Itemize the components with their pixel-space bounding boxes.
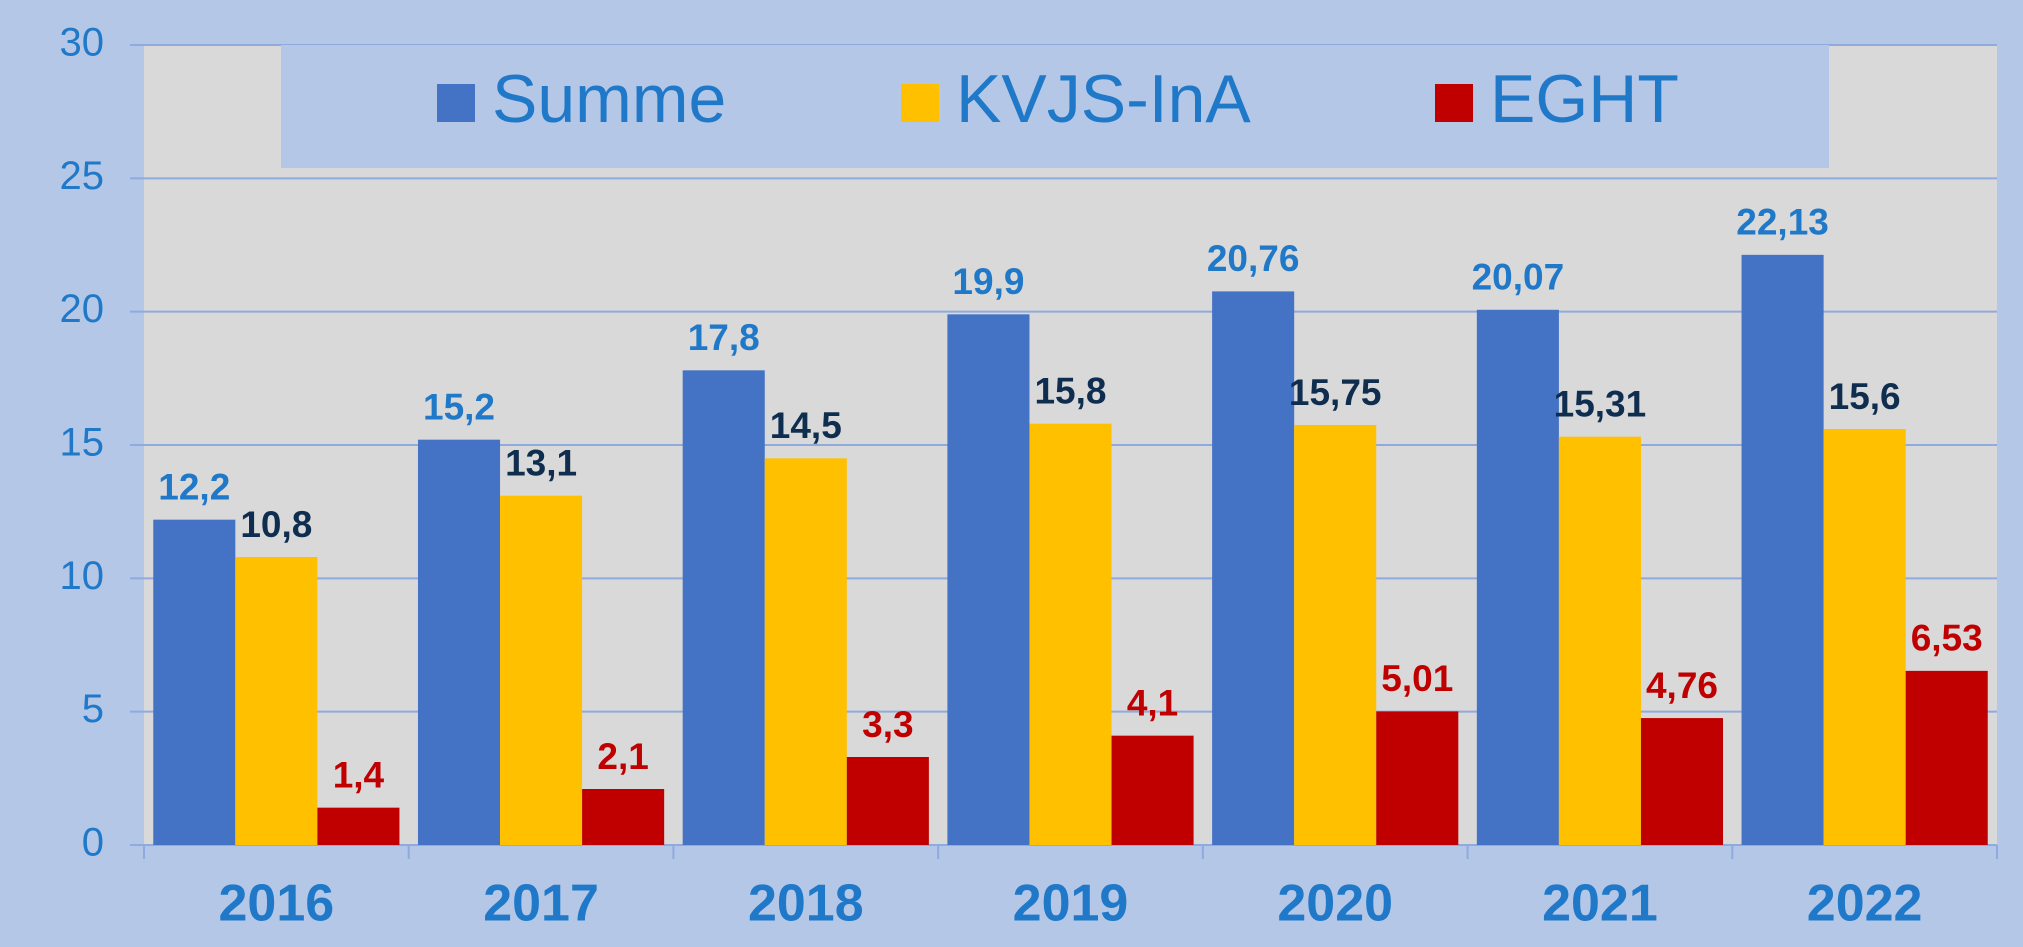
bar xyxy=(417,439,501,845)
value-label: 20,07 xyxy=(1472,257,1565,298)
bar xyxy=(1376,711,1459,845)
value-label: 15,2 xyxy=(423,386,495,427)
x-tick-label: 2019 xyxy=(1013,875,1129,933)
bar xyxy=(153,519,236,845)
bar xyxy=(682,370,765,845)
value-label: 20,76 xyxy=(1207,238,1300,279)
legend-swatch xyxy=(437,84,475,122)
y-tick-label: 10 xyxy=(60,554,105,598)
value-label: 15,8 xyxy=(1034,370,1106,411)
y-tick-label: 20 xyxy=(60,287,105,331)
bar xyxy=(846,757,929,845)
legend-box xyxy=(281,45,1829,168)
y-tick-label: 25 xyxy=(60,154,105,198)
legend-swatch xyxy=(1435,84,1473,122)
value-label: 15,31 xyxy=(1554,384,1647,425)
legend-swatch xyxy=(901,84,939,122)
value-label: 15,75 xyxy=(1289,372,1382,413)
value-label: 2,1 xyxy=(597,736,648,777)
bar xyxy=(1029,423,1112,845)
bar xyxy=(1212,291,1295,845)
value-label: 3,3 xyxy=(862,704,913,745)
x-tick-label: 2017 xyxy=(483,875,599,933)
legend: Summe KVJS-InA EGHT xyxy=(437,61,1679,137)
y-tick-label: 5 xyxy=(82,687,104,731)
legend-label: Summe xyxy=(492,61,726,137)
y-tick-label: 15 xyxy=(60,421,105,465)
value-label: 4,76 xyxy=(1646,665,1718,706)
bar xyxy=(1558,436,1641,845)
value-label: 6,53 xyxy=(1911,618,1983,659)
value-label: 14,5 xyxy=(770,405,842,446)
bar xyxy=(1640,718,1724,845)
bar xyxy=(582,789,665,845)
bar xyxy=(235,557,318,845)
value-label: 19,9 xyxy=(952,261,1024,302)
value-label: 13,1 xyxy=(505,442,577,483)
value-label: 10,8 xyxy=(240,504,312,545)
value-label: 5,01 xyxy=(1381,658,1453,699)
x-tick-label: 2020 xyxy=(1277,875,1393,933)
bar xyxy=(1905,670,1988,845)
bar xyxy=(1741,254,1824,845)
value-label: 22,13 xyxy=(1736,202,1829,243)
bar xyxy=(317,807,400,845)
value-label: 17,8 xyxy=(688,317,760,358)
y-tick-label: 30 xyxy=(60,21,105,65)
bars: 12,210,8 1,4 15,213,1 2,1 17,8 14,5 3,3 19,9 15,… xyxy=(153,202,1988,845)
bar xyxy=(1823,429,1906,845)
x-tick-label: 2018 xyxy=(748,875,864,933)
legend-label: KVJS-InA xyxy=(956,61,1251,137)
bar xyxy=(947,314,1030,845)
bar xyxy=(500,495,583,845)
bar xyxy=(1294,425,1377,845)
x-tick-label: 2016 xyxy=(219,875,335,933)
bar xyxy=(764,458,847,845)
value-label: 12,2 xyxy=(158,466,230,507)
bar xyxy=(1111,735,1194,845)
bar xyxy=(1476,309,1559,845)
x-tick-label: 2021 xyxy=(1542,875,1658,933)
y-tick-label: 0 xyxy=(82,821,104,865)
value-label: 1,4 xyxy=(333,754,385,795)
value-label: 4,1 xyxy=(1127,682,1178,723)
x-tick-label: 2022 xyxy=(1807,875,1923,933)
value-label: 15,6 xyxy=(1829,376,1901,417)
legend-label: EGHT xyxy=(1490,61,1679,137)
